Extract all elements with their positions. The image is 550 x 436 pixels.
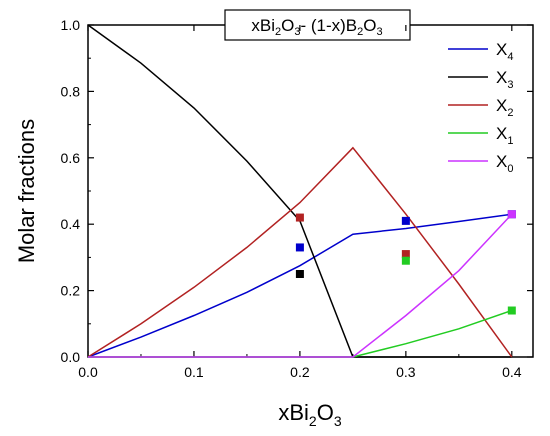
legend-label-x4: X4 xyxy=(496,40,513,63)
y-tick-label: 0.6 xyxy=(61,150,81,166)
series-line-x1 xyxy=(88,309,513,358)
data-point-x3 xyxy=(295,270,304,278)
data-point-x2 xyxy=(401,250,410,259)
y-tick-label: 0.4 xyxy=(61,216,81,232)
data-point-x1 xyxy=(401,256,410,265)
x-tick-label: 0.4 xyxy=(502,364,522,380)
data-point-x0 xyxy=(507,210,516,219)
series-line-x3 xyxy=(87,24,512,358)
data-point-x4 xyxy=(295,243,304,252)
series-line-x2 xyxy=(87,146,513,358)
series-line-x0 xyxy=(88,213,513,358)
y-tick-label: 0.8 xyxy=(61,83,81,99)
legend-label-x2: X2 xyxy=(496,96,513,119)
y-tick-label: 0.2 xyxy=(61,283,81,299)
y-tick-label: 0.0 xyxy=(61,349,81,365)
legend-label-x3: X3 xyxy=(496,68,513,91)
axis-ticks: 0.0 0.1 0.2 0.3 0.4 0.0 0.2 0.4 0.6 0.8 1.0 xyxy=(61,17,533,380)
x-tick-label: 0.3 xyxy=(396,364,416,380)
chart-title: xBi2O3- (1-x)B2O3 xyxy=(224,9,411,41)
x-tick-label: 0.1 xyxy=(184,364,204,380)
data-point-x2 xyxy=(295,213,304,222)
data-point-x4 xyxy=(401,216,410,225)
y-axis-label: Molar fractions xyxy=(14,119,39,263)
legend-label-x0: X0 xyxy=(496,152,513,175)
x-tick-label: 0.2 xyxy=(290,364,310,380)
title-text: xBi2O3- (1-x)B2O3 xyxy=(251,16,382,38)
series-lines xyxy=(87,24,513,358)
series-line-x4 xyxy=(87,213,512,358)
data-point-x1 xyxy=(507,306,516,315)
y-tick-label: 1.0 xyxy=(61,17,81,33)
legend: X4 X3 X2 X1 X0 xyxy=(448,40,513,175)
legend-label-x1: X1 xyxy=(496,124,513,147)
title-box xyxy=(224,9,411,41)
x-axis-label: xBi2O3 xyxy=(278,400,341,429)
data-points xyxy=(295,210,516,315)
x-tick-label: 0.0 xyxy=(78,364,98,380)
